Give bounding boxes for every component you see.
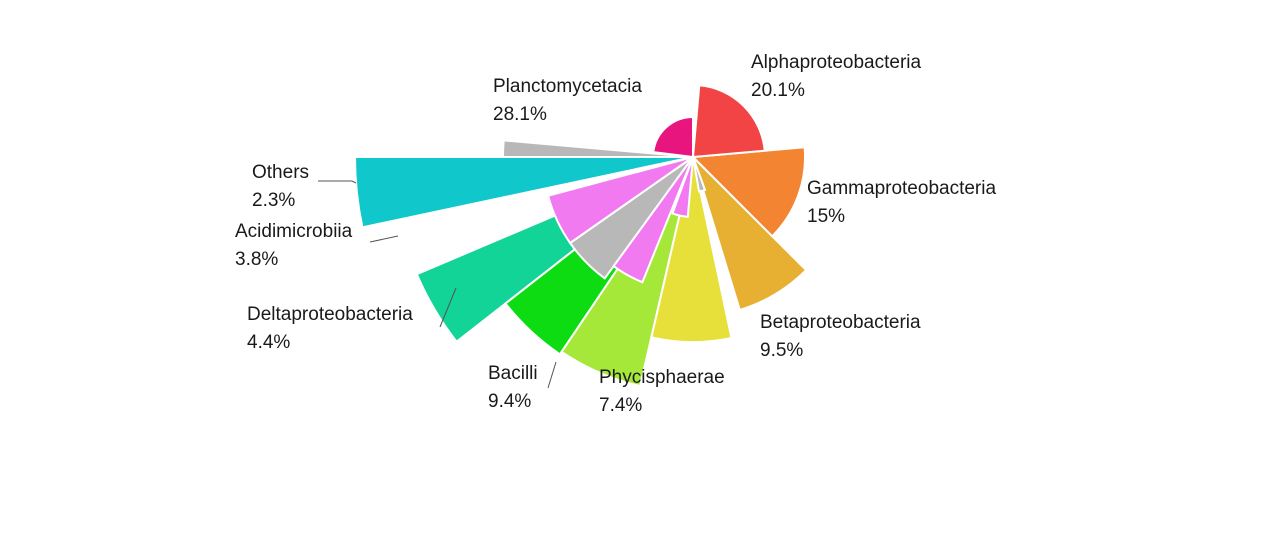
label-leader-lines [318, 180, 557, 389]
label-others-value: 2.3% [252, 190, 295, 211]
rose-wedges [353, 84, 808, 388]
wedge-unlabeled-pink-2 [546, 156, 694, 245]
label-others-name: Others [252, 162, 309, 183]
label-deltaproteobacteria-name: Deltaproteobacteria [247, 304, 413, 325]
label-planctomycetacia-name: Planctomycetacia [493, 76, 642, 97]
wedge-alphaproteobacteria [691, 84, 766, 159]
leader-acidimicrobiia [369, 235, 399, 243]
wedge-phycisphaerae [650, 156, 733, 344]
label-phycisphaerae-name: Phycisphaerae [599, 367, 725, 388]
wedge-betaproteobacteria [692, 156, 808, 312]
leader-deltaproteobacteria [439, 287, 457, 328]
label-betaproteobacteria-value: 9.5% [760, 340, 803, 361]
label-gammaproteobacteria-name: Gammaproteobacteria [807, 178, 996, 199]
leader-others [318, 180, 357, 184]
wedge-gammaproteobacteria [690, 146, 807, 238]
label-alphaproteobacteria-value: 20.1% [751, 80, 805, 101]
label-deltaproteobacteria-value: 4.4% [247, 332, 290, 353]
wedge-planctomycetacia [652, 115, 694, 159]
label-gammaproteobacteria-value: 15% [807, 206, 845, 227]
label-alphaproteobacteria-name: Alphaproteobacteria [751, 52, 921, 73]
label-betaproteobacteria-name: Betaproteobacteria [760, 312, 921, 333]
wedge-others [353, 156, 694, 229]
wedge-unlabeled-pink [612, 156, 694, 284]
label-planctomycetacia-value: 28.1% [493, 104, 547, 125]
wedge-unlabeled-gray-inner [692, 156, 707, 193]
wedge-unlabeled-gray-2 [501, 139, 694, 158]
label-acidimicrobiia-value: 3.8% [235, 249, 278, 270]
label-phycisphaerae-value: 7.4% [599, 395, 642, 416]
slice-labels: Planctomycetacia 28.1% Alphaproteobacter… [235, 52, 996, 416]
wedge-unlabeled-pink-inner [671, 156, 694, 218]
label-bacilli-value: 9.4% [488, 391, 531, 412]
label-acidimicrobiia-name: Acidimicrobiia [235, 221, 353, 242]
label-bacilli-name: Bacilli [488, 363, 538, 384]
leader-bacilli [547, 361, 557, 389]
